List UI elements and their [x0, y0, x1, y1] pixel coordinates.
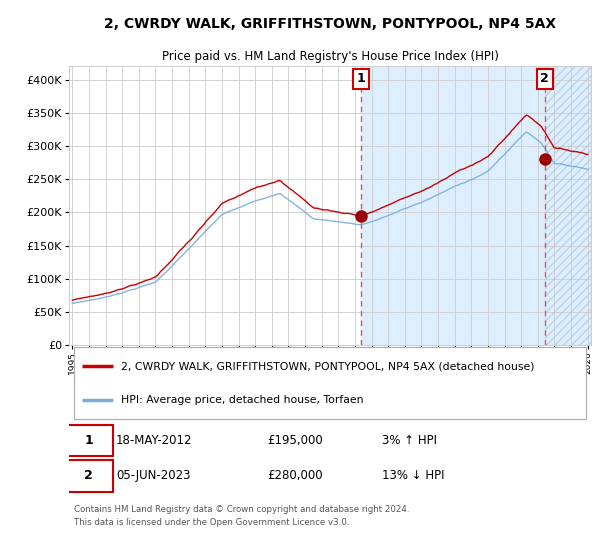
- FancyBboxPatch shape: [65, 424, 113, 456]
- Text: 2: 2: [85, 469, 93, 482]
- Text: 1: 1: [85, 434, 93, 447]
- FancyBboxPatch shape: [65, 460, 113, 492]
- Text: Price paid vs. HM Land Registry's House Price Index (HPI): Price paid vs. HM Land Registry's House …: [161, 50, 499, 63]
- Text: £280,000: £280,000: [268, 469, 323, 482]
- Text: £195,000: £195,000: [268, 434, 323, 447]
- Bar: [361, 66, 596, 345]
- Text: 1: 1: [357, 72, 365, 85]
- Text: 18-MAY-2012: 18-MAY-2012: [116, 434, 193, 447]
- FancyBboxPatch shape: [74, 347, 586, 419]
- Text: HPI: Average price, detached house, Torfaen: HPI: Average price, detached house, Torf…: [121, 395, 364, 405]
- Text: 2, CWRDY WALK, GRIFFITHSTOWN, PONTYPOOL, NP4 5AX (detached house): 2, CWRDY WALK, GRIFFITHSTOWN, PONTYPOOL,…: [121, 361, 535, 371]
- Text: 13% ↓ HPI: 13% ↓ HPI: [382, 469, 445, 482]
- Text: Contains HM Land Registry data © Crown copyright and database right 2024.
This d: Contains HM Land Registry data © Crown c…: [74, 505, 410, 526]
- Text: 3% ↑ HPI: 3% ↑ HPI: [382, 434, 437, 447]
- Bar: [545, 66, 596, 345]
- Text: 2, CWRDY WALK, GRIFFITHSTOWN, PONTYPOOL, NP4 5AX: 2, CWRDY WALK, GRIFFITHSTOWN, PONTYPOOL,…: [104, 17, 556, 31]
- Text: 05-JUN-2023: 05-JUN-2023: [116, 469, 190, 482]
- Text: 2: 2: [541, 72, 549, 85]
